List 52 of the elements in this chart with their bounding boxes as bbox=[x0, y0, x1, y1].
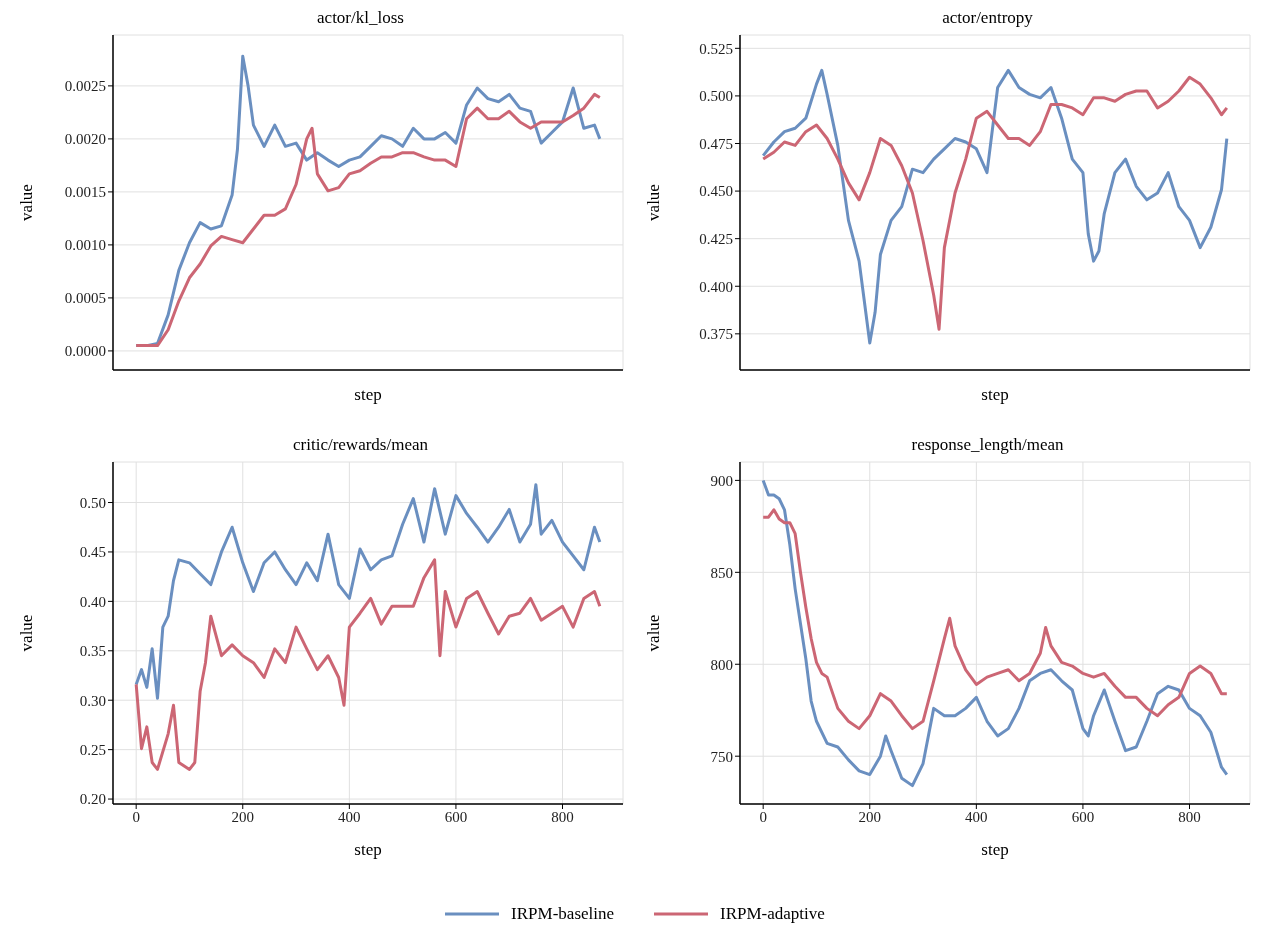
y-tick-label: 800 bbox=[710, 656, 733, 673]
x-axis-title: step bbox=[354, 385, 382, 404]
y-tick-label: 0.0005 bbox=[64, 290, 106, 307]
y-tick-label: 0.425 bbox=[699, 230, 733, 247]
y-tick-label: 0.25 bbox=[79, 741, 106, 758]
y-tick-label: 0.45 bbox=[79, 544, 106, 561]
legend-label: IRPM-adaptive bbox=[720, 904, 825, 924]
line-series bbox=[761, 478, 1229, 788]
y-tick-label: 0.475 bbox=[699, 135, 733, 152]
chart-title: response_length/mean bbox=[910, 435, 1065, 456]
chart-title: actor/entropy bbox=[941, 8, 1034, 29]
x-tick-label: 200 bbox=[858, 808, 882, 825]
x-tick-label: 400 bbox=[965, 808, 988, 825]
x-tick-label: 800 bbox=[551, 808, 574, 825]
y-axis-title: value bbox=[17, 614, 37, 652]
y-tick-label: 0.0015 bbox=[64, 184, 106, 201]
y-tick-label: 850 bbox=[710, 564, 733, 581]
x-tick-label: 200 bbox=[231, 808, 255, 825]
y-tick-label: 0.0010 bbox=[64, 237, 106, 254]
chart-title: critic/rewards/mean bbox=[292, 435, 429, 456]
y-tick-label: 750 bbox=[710, 748, 733, 765]
x-tick-label: 0 bbox=[132, 808, 140, 825]
y-tick-label: 900 bbox=[710, 472, 733, 489]
y-tick-label: 0.0020 bbox=[64, 131, 106, 148]
line-series bbox=[761, 508, 1229, 731]
y-tick-label: 0.400 bbox=[699, 278, 733, 295]
chart-title: actor/kl_loss bbox=[316, 8, 405, 29]
x-tick-label: 0 bbox=[759, 808, 767, 825]
y-tick-label: 0.500 bbox=[699, 88, 733, 105]
x-tick-label: 600 bbox=[444, 808, 468, 825]
x-tick-label: 400 bbox=[338, 808, 361, 825]
y-tick-label: 0.525 bbox=[699, 40, 733, 57]
x-axis-title: step bbox=[981, 840, 1009, 859]
y-tick-label: 0.375 bbox=[699, 326, 733, 343]
legend-label: IRPM-baseline bbox=[511, 904, 615, 924]
y-tick-label: 0.0000 bbox=[64, 343, 106, 360]
x-axis-title: step bbox=[981, 385, 1009, 404]
y-tick-label: 0.50 bbox=[79, 494, 106, 511]
y-tick-label: 0.40 bbox=[79, 593, 106, 610]
y-tick-label: 0.0025 bbox=[64, 78, 106, 95]
y-tick-label: 0.30 bbox=[79, 692, 106, 709]
y-axis-title: value bbox=[644, 184, 664, 221]
y-tick-label: 0.450 bbox=[699, 183, 733, 200]
x-tick-label: 600 bbox=[1071, 808, 1095, 825]
y-tick-label: 0.20 bbox=[79, 791, 106, 808]
y-tick-label: 0.35 bbox=[79, 643, 106, 660]
line-series bbox=[134, 483, 602, 700]
line-series bbox=[134, 558, 602, 771]
y-axis-title: value bbox=[17, 184, 37, 221]
y-axis-title: value bbox=[644, 614, 664, 652]
x-tick-label: 800 bbox=[1178, 808, 1201, 825]
x-axis-title: step bbox=[354, 840, 382, 859]
